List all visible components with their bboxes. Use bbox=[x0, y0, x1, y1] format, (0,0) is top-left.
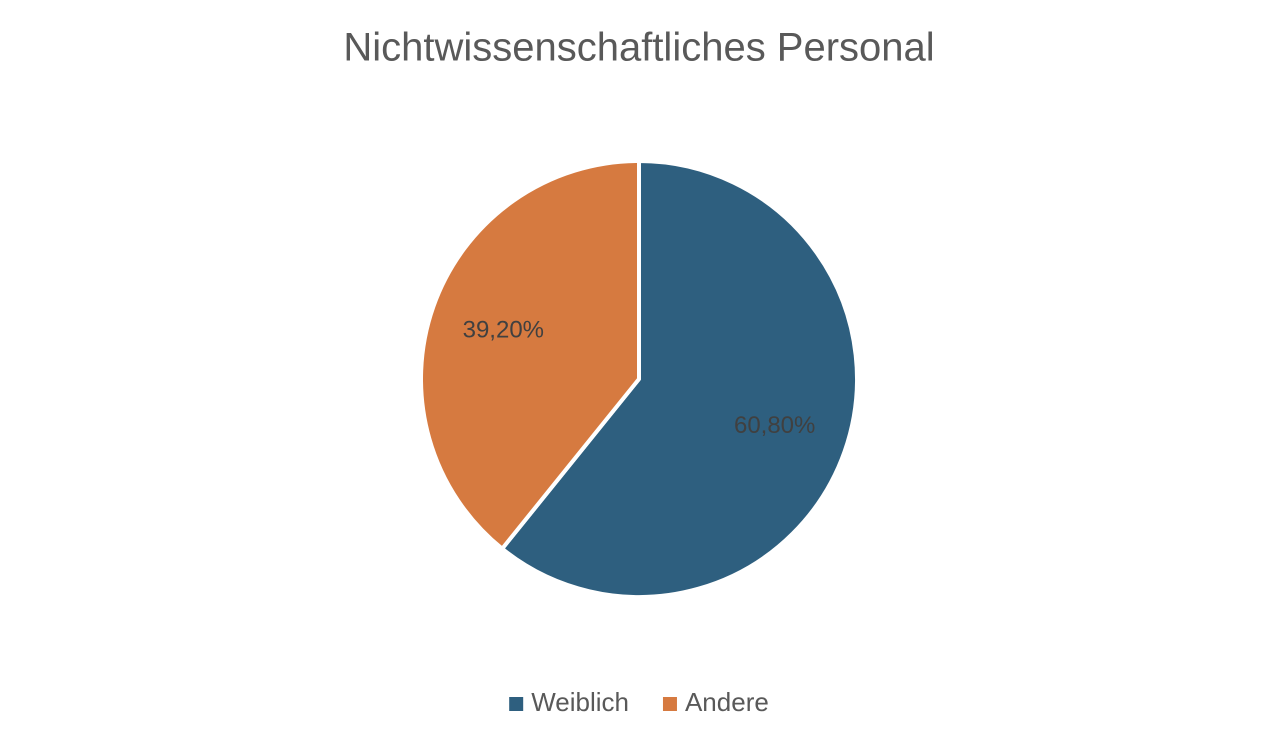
data-label: 39,20% bbox=[463, 316, 544, 343]
legend-label: Weiblich bbox=[531, 687, 629, 717]
legend-swatch bbox=[662, 697, 677, 711]
legend-label: Andere bbox=[685, 687, 769, 717]
legend-swatch bbox=[509, 697, 524, 711]
data-label: 60,80% bbox=[734, 412, 815, 439]
chart-title: Nichtwissenschaftliches Personal bbox=[343, 26, 934, 70]
pie-slice bbox=[500, 159, 859, 599]
pie-slice bbox=[419, 159, 641, 551]
